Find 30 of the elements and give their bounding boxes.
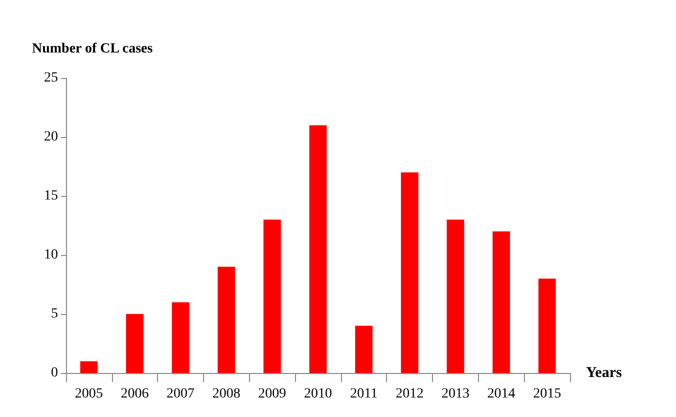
y-tick-label: 20 [44, 130, 58, 144]
bar [446, 220, 464, 373]
x-tick-label: 2012 [396, 386, 424, 402]
y-tick-label: 15 [44, 188, 58, 204]
x-tick-label: 2005 [74, 386, 103, 402]
bar [309, 125, 327, 373]
bar [126, 314, 144, 373]
x-tick-label: 2014 [487, 386, 516, 402]
bar [355, 326, 373, 373]
x-tick-label: 2006 [120, 386, 149, 402]
bar [172, 302, 190, 373]
bar [400, 172, 418, 373]
x-axis-title: Years [586, 365, 622, 381]
y-tick-label: 5 [51, 306, 58, 322]
y-tick-label: 0 [51, 366, 58, 380]
x-tick-label: 2007 [166, 386, 195, 402]
x-tick-label: 2008 [212, 386, 240, 402]
x-tick-label: 2010 [304, 386, 332, 402]
bar [538, 278, 556, 373]
x-tick-label: 2011 [350, 386, 378, 402]
bar [492, 231, 510, 373]
x-tick-label: 2015 [533, 386, 562, 402]
bar [80, 361, 98, 373]
bar [218, 266, 236, 373]
y-axis-title: Number of CL cases [32, 42, 154, 56]
y-tick-label: 10 [44, 248, 58, 262]
bar [263, 220, 281, 373]
y-tick-label: 25 [44, 70, 58, 86]
x-tick-label: 2013 [441, 386, 470, 402]
x-tick-label: 2009 [258, 386, 286, 402]
